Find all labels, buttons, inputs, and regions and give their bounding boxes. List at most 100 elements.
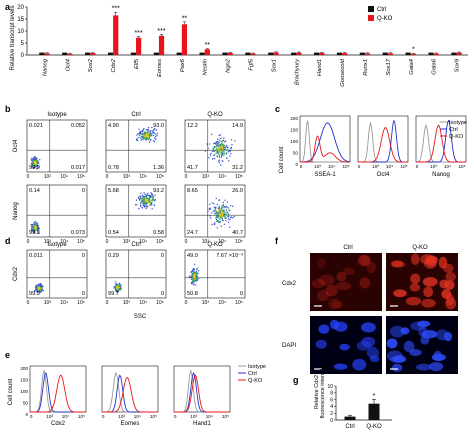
event-dot (214, 209, 216, 211)
nucleus (410, 253, 420, 265)
event-dot (230, 139, 233, 141)
y-tick-label-g: 4 (330, 404, 333, 410)
event-dot (32, 159, 34, 161)
bar-qko-fgf5 (250, 53, 256, 55)
e-x-tick: 0 (174, 414, 177, 419)
x-tick-label: 0 (185, 239, 188, 245)
event-dot (215, 197, 217, 200)
event-dot (151, 197, 154, 199)
event-dot (143, 137, 145, 139)
event-dot (227, 149, 229, 151)
x-tick-label: 10⁴ (60, 300, 68, 306)
quadrant-value: 0.073 (71, 230, 85, 236)
event-dot (146, 134, 149, 137)
event-dot (208, 208, 211, 210)
event-dot (225, 213, 228, 215)
event-dot (215, 146, 217, 148)
event-dot (223, 137, 225, 139)
event-dot (146, 138, 148, 140)
event-dot (138, 195, 141, 197)
x-tick-label: 0 (27, 300, 30, 306)
event-dot (136, 138, 138, 140)
event-dot (31, 157, 33, 159)
nucleus (439, 279, 449, 289)
quadrant-value: 0.78 (108, 165, 119, 171)
event-dot (191, 270, 193, 273)
e-x-tick: 10³ (46, 414, 53, 419)
event-dot (149, 130, 151, 132)
event-dot (219, 134, 222, 136)
d-y-axis-label: Cdx2 (13, 266, 19, 281)
x-tick-label-sox2: Sox2 (88, 58, 94, 72)
event-dot (139, 137, 142, 139)
quadrant-value: 0 (82, 188, 85, 194)
legend-label-ctrl: Ctrl (377, 7, 386, 13)
event-dot (221, 218, 224, 221)
event-dot (216, 154, 218, 157)
event-dot (150, 133, 153, 136)
quadrant-value: 5.68 (108, 188, 119, 194)
event-dot (213, 157, 216, 160)
significance-gata4: * (412, 47, 415, 54)
c-x-tick: 10⁵ (400, 164, 407, 169)
event-dot (221, 145, 223, 147)
event-dot (153, 140, 156, 143)
event-dot (140, 197, 142, 199)
nucleus (391, 363, 403, 372)
event-dot (142, 198, 144, 201)
event-dot (151, 193, 154, 196)
y-tick-label-g: 8 (330, 391, 333, 397)
event-dot (31, 224, 33, 226)
event-dot (141, 138, 143, 140)
event-dot (196, 268, 198, 271)
e-x-tick: 0 (30, 414, 33, 419)
event-dot (140, 201, 142, 204)
c-y-tick: 50 (293, 151, 299, 156)
nucleus (421, 298, 436, 308)
event-dot (222, 220, 225, 222)
quadrant-value: 0.017 (71, 165, 85, 171)
e-x-label-2: Hand1 (193, 421, 211, 427)
y-tick-label-a: 15 (17, 17, 24, 23)
bar-qko-ngn2 (227, 52, 233, 55)
event-dot (147, 128, 149, 131)
event-dot (147, 136, 149, 139)
e-y-tick: 200 (20, 366, 28, 371)
y-tick-label-a: 20 (17, 5, 24, 11)
event-dot (224, 217, 227, 220)
quadrant-value: 0 (161, 291, 164, 297)
event-dot (153, 200, 156, 202)
event-dot (39, 159, 41, 161)
event-dot (211, 158, 214, 160)
event-dot (221, 204, 224, 207)
event-dot (139, 198, 141, 201)
x-tick-label: 0 (106, 300, 109, 306)
event-dot (33, 221, 36, 224)
histogram-plot-e-0 (29, 365, 87, 413)
event-dot (34, 220, 37, 223)
event-dot (150, 195, 152, 197)
event-dot (36, 291, 39, 293)
event-dot (193, 273, 195, 276)
event-dot (218, 210, 220, 212)
x-tick-label: 10³ (44, 300, 52, 306)
quadrant-value: 50.8 (187, 291, 198, 297)
x-tick-label-g-q-ko: Q-KO (366, 424, 382, 430)
event-dot (229, 205, 232, 207)
d-col-isotype: Isotype (47, 242, 67, 248)
event-dot (151, 126, 153, 129)
event-dot (152, 198, 155, 200)
event-dot (220, 137, 222, 140)
nucleus (386, 338, 398, 349)
c-legend-label: Isotype (449, 120, 467, 126)
event-dot (229, 150, 231, 153)
event-dot (222, 144, 225, 146)
event-dot (156, 135, 158, 137)
b-row-oct4: Oct4 (13, 139, 19, 152)
e-x-tick: 10⁴ (206, 414, 213, 419)
event-dot (213, 146, 216, 149)
event-dot (33, 156, 35, 158)
nucleus (410, 273, 421, 285)
event-dot (230, 152, 232, 155)
